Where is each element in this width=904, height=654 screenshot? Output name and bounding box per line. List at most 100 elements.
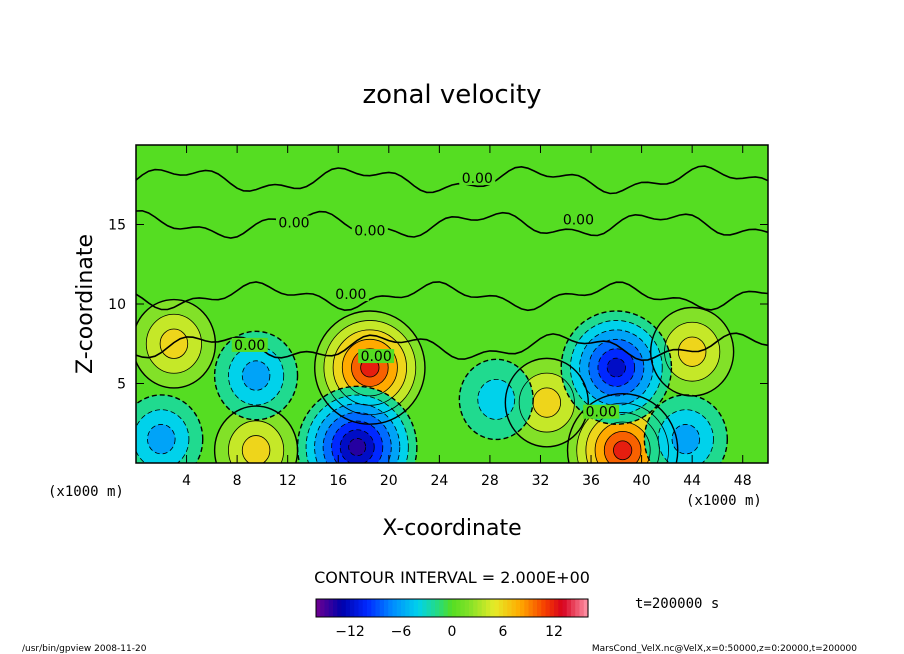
footer-right: MarsCond_VelX.nc@VelX,x=0:50000,z=0:2000… bbox=[592, 644, 857, 654]
colorbar-bin bbox=[558, 599, 564, 617]
contour-line bbox=[657, 409, 714, 463]
colorbar-bin bbox=[320, 599, 326, 617]
x-tick-label: 24 bbox=[430, 473, 448, 489]
colorbar-tick-label: −12 bbox=[335, 624, 365, 640]
field-level bbox=[613, 440, 632, 460]
contour-line bbox=[613, 440, 633, 461]
colorbar-bin bbox=[498, 599, 504, 617]
colorbar-bin bbox=[430, 599, 436, 617]
colorbar-bin bbox=[435, 599, 440, 617]
contour-line bbox=[458, 358, 534, 441]
colorbar-bin bbox=[375, 599, 381, 617]
colorbar-bin bbox=[477, 599, 483, 617]
contour-label-bg bbox=[358, 349, 395, 364]
colorbar-bin bbox=[379, 599, 385, 617]
contour-label: 0.00 bbox=[563, 212, 594, 228]
contour-line bbox=[348, 438, 367, 457]
colorbar-bin bbox=[396, 599, 402, 617]
y-axis-label: Z-coordinate bbox=[73, 234, 98, 374]
y-tick-label: 5 bbox=[117, 377, 126, 393]
x-axis-label: X-coordinate bbox=[382, 516, 521, 541]
contour-line bbox=[597, 348, 636, 387]
x-tick-label: 12 bbox=[279, 473, 297, 489]
zero-contour bbox=[136, 165, 768, 195]
colorbar-bin bbox=[456, 599, 462, 617]
x-tick-label: 36 bbox=[582, 473, 600, 489]
y-axis-unit: (x1000 m) bbox=[48, 484, 124, 500]
colorbar-bin bbox=[460, 599, 466, 617]
contour-line bbox=[228, 345, 285, 406]
colorbar-bin bbox=[520, 599, 525, 617]
zero-contour bbox=[136, 332, 768, 362]
contour-label: 0.00 bbox=[234, 338, 265, 354]
field-level bbox=[672, 424, 700, 454]
field-level bbox=[160, 329, 188, 359]
contour-line bbox=[332, 329, 407, 406]
colorbar-bin bbox=[537, 599, 542, 617]
colorbar-bin bbox=[388, 599, 394, 617]
contour-label-bg bbox=[560, 212, 597, 227]
colorbar-bin bbox=[354, 599, 360, 617]
colorbar-bin bbox=[511, 599, 517, 617]
colorbar-bin bbox=[345, 599, 351, 617]
colorbar-bin bbox=[422, 599, 428, 617]
contour-line bbox=[159, 328, 189, 359]
contour-line bbox=[677, 336, 707, 367]
x-tick-label: 48 bbox=[734, 473, 752, 489]
colorbar-bin bbox=[464, 599, 470, 617]
velocity-minimum bbox=[136, 394, 203, 463]
velocity-minimum bbox=[214, 331, 298, 420]
contour-line bbox=[504, 357, 589, 448]
colorbar-bin bbox=[418, 599, 423, 617]
colorbar-bin bbox=[439, 599, 445, 617]
x-tick-label: 4 bbox=[182, 473, 191, 489]
colorbar-bin bbox=[549, 599, 555, 617]
contour-label: 0.00 bbox=[586, 405, 617, 421]
contour-label-bg bbox=[231, 337, 268, 352]
colorbar-bin bbox=[362, 599, 368, 617]
colorbar-bin bbox=[562, 599, 568, 617]
contour-line bbox=[566, 392, 679, 463]
colorbar-bin bbox=[413, 599, 419, 617]
colorbar-bin bbox=[545, 599, 551, 617]
field-level bbox=[242, 360, 270, 391]
colorbar-bin bbox=[583, 599, 589, 617]
contour-line bbox=[331, 420, 384, 463]
colorbar-bin bbox=[350, 599, 355, 617]
contour-label-bg bbox=[459, 170, 496, 185]
contour-line bbox=[323, 320, 417, 416]
contour-line bbox=[576, 402, 669, 463]
colorbar-bin bbox=[554, 599, 559, 617]
colorbar-bin bbox=[367, 599, 372, 617]
contour-line bbox=[314, 403, 401, 463]
colorbar-bin bbox=[571, 599, 576, 617]
colorbar-bin bbox=[541, 599, 547, 617]
zero-contour bbox=[136, 209, 768, 239]
velocity-minimum bbox=[561, 310, 672, 425]
contour-line bbox=[588, 338, 645, 397]
colorbar-bin bbox=[524, 599, 530, 617]
contour-line bbox=[477, 378, 516, 420]
colorbar-bins bbox=[316, 599, 589, 617]
contour-line bbox=[585, 412, 660, 463]
contour-line bbox=[518, 372, 575, 433]
colorbar-bin bbox=[515, 599, 521, 617]
colorbar-bin bbox=[392, 599, 398, 617]
contour-line bbox=[241, 435, 271, 463]
colorbar-bin bbox=[452, 599, 457, 617]
x-tick-label: 40 bbox=[633, 473, 651, 489]
x-axis-unit: (x1000 m) bbox=[686, 493, 762, 509]
colorbar-bin bbox=[409, 599, 415, 617]
colorbar-bin bbox=[532, 599, 538, 617]
colorbar-bin bbox=[494, 599, 500, 617]
colorbar-bin bbox=[337, 599, 343, 617]
y-tick-label: 10 bbox=[108, 297, 126, 313]
colorbar-bin bbox=[507, 599, 513, 617]
zero-contour bbox=[136, 281, 768, 312]
contour-line bbox=[341, 338, 398, 397]
contour-line bbox=[228, 420, 285, 463]
contour-label-bg bbox=[583, 404, 620, 419]
colorbar-bin bbox=[528, 599, 534, 617]
contour-line bbox=[606, 357, 626, 378]
colorbar-tick-label: 0 bbox=[448, 624, 457, 640]
